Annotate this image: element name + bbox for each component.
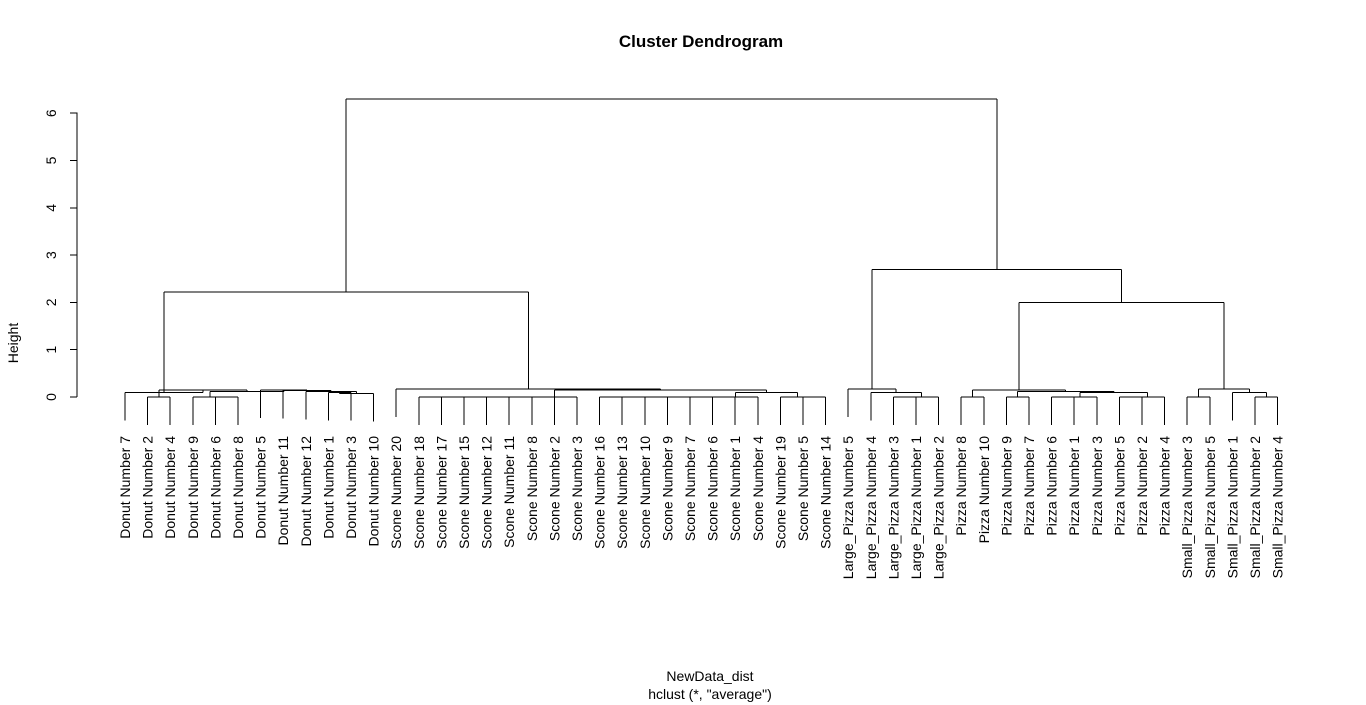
leaf-label: Scone Number 8	[524, 436, 540, 541]
leaf-label: Scone Number 4	[750, 436, 766, 541]
leaf-label: Large_Pizza Number 5	[840, 436, 856, 579]
leaf-label: Scone Number 3	[569, 436, 585, 541]
leaf-label: Small_Pizza Number 5	[1202, 436, 1218, 579]
dendrogram-tree	[124, 98, 1279, 425]
leaf-label: Scone Number 20	[388, 436, 404, 549]
leaf-label: Scone Number 10	[637, 436, 653, 549]
leaf-label: Donut Number 4	[162, 436, 178, 539]
leaf-label: Donut Number 3	[343, 436, 359, 539]
leaf-label: Scone Number 11	[501, 436, 517, 548]
leaf-label: Donut Number 10	[366, 436, 382, 547]
leaf-label: Scone Number 18	[411, 436, 427, 549]
leaf-label: Donut Number 9	[185, 436, 201, 539]
y-axis: 0 1 2 3 4 5 6	[43, 109, 78, 401]
leaf-label: Scone Number 17	[433, 436, 449, 549]
leaf-label: Scone Number 12	[479, 436, 495, 549]
leaf-label: Scone Number 15	[456, 436, 472, 549]
leaf-label: Small_Pizza Number 2	[1247, 436, 1263, 579]
leaf-label: Scone Number 19	[772, 436, 788, 549]
leaf-label: Large_Pizza Number 1	[908, 436, 924, 579]
leaf-label: Scone Number 13	[614, 436, 630, 549]
x-axis-label: NewData_dist	[666, 668, 753, 684]
leaf-label: Scone Number 5	[795, 436, 811, 541]
y-tick-label: 0	[43, 393, 59, 401]
leaf-label: Donut Number 1	[320, 436, 336, 539]
leaf-label: Scone Number 14	[818, 436, 834, 549]
leaf-label: Pizza Number 10	[976, 436, 992, 544]
leaf-label: Small_Pizza Number 3	[1179, 436, 1195, 579]
leaf-label: Donut Number 12	[298, 436, 314, 547]
y-tick-label: 5	[43, 156, 59, 164]
leaf-label: Donut Number 6	[207, 436, 223, 539]
leaf-label: Donut Number 11	[275, 436, 291, 546]
x-axis-sublabel: hclust (*, "average")	[648, 686, 772, 702]
y-tick-label: 1	[43, 346, 59, 354]
leaf-label: Scone Number 16	[592, 436, 608, 549]
leaf-label: Donut Number 2	[140, 436, 156, 539]
y-tick-label: 3	[43, 251, 59, 259]
leaf-label: Scone Number 6	[705, 436, 721, 541]
leaf-label: Pizza Number 9	[998, 436, 1014, 536]
leaf-label: Donut Number 7	[117, 436, 133, 539]
leaf-label: Large_Pizza Number 4	[863, 436, 879, 579]
leaf-label: Small_Pizza Number 1	[1224, 436, 1240, 579]
leaf-label: Pizza Number 1	[1066, 436, 1082, 536]
leaf-label: Scone Number 9	[659, 436, 675, 541]
leaf-label: Scone Number 7	[682, 436, 698, 541]
leaf-label: Large_Pizza Number 3	[885, 436, 901, 579]
leaf-label: Donut Number 5	[253, 436, 269, 539]
leaf-label: Donut Number 8	[230, 436, 246, 539]
leaf-labels: Donut Number 7 Donut Number 2 Donut Number…	[117, 436, 1286, 579]
leaf-label: Pizza Number 5	[1111, 436, 1127, 536]
leaf-label: Pizza Number 4	[1157, 436, 1173, 536]
leaf-label: Scone Number 1	[727, 436, 743, 541]
leaf-label: Small_Pizza Number 4	[1270, 436, 1286, 579]
leaf-label: Pizza Number 8	[953, 436, 969, 536]
y-axis-label: Height	[5, 323, 21, 364]
y-tick-label: 6	[43, 109, 59, 117]
y-tick-label: 4	[43, 204, 59, 212]
y-tick-label: 2	[43, 298, 59, 306]
leaf-label: Pizza Number 6	[1044, 436, 1060, 536]
leaf-label: Pizza Number 2	[1134, 436, 1150, 536]
leaf-label: Pizza Number 7	[1021, 436, 1037, 536]
leaf-label: Pizza Number 3	[1089, 436, 1105, 536]
leaf-label: Large_Pizza Number 2	[931, 436, 947, 579]
chart-title: Cluster Dendrogram	[619, 32, 783, 51]
leaf-label: Scone Number 2	[546, 436, 562, 541]
